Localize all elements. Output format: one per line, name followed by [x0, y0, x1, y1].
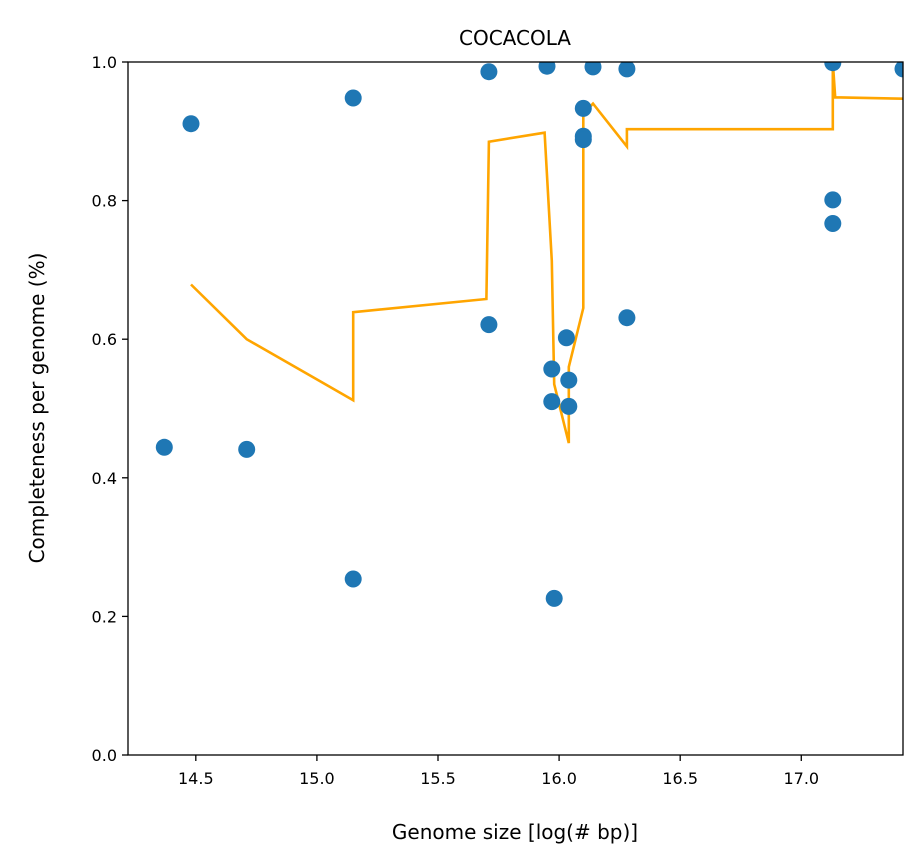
- y-tick-label: 0.2: [92, 607, 117, 626]
- scatter-point: [574, 99, 592, 117]
- scatter-point: [344, 89, 362, 107]
- trend-line: [190, 62, 903, 444]
- x-tick-label: 15.0: [299, 769, 335, 788]
- y-tick-label: 0.0: [92, 746, 117, 765]
- scatter-point: [824, 191, 842, 209]
- scatter-point: [894, 62, 903, 78]
- y-tick-label: 0.8: [92, 192, 117, 211]
- x-tick-label: 16.5: [662, 769, 698, 788]
- scatter-point: [543, 360, 561, 378]
- scatter-point: [557, 329, 575, 347]
- scatter-point: [155, 438, 173, 456]
- x-tick-label: 17.0: [783, 769, 819, 788]
- x-tick-label: 15.5: [420, 769, 456, 788]
- scatter-point: [480, 63, 498, 81]
- scatter-point: [824, 215, 842, 232]
- scatter-point: [538, 62, 556, 75]
- scatter-point: [560, 397, 578, 415]
- chart-title: COCACOLA: [459, 26, 571, 50]
- y-tick-label: 1.0: [92, 53, 117, 72]
- scatter-point: [574, 131, 592, 149]
- scatter-point: [618, 62, 636, 78]
- scatter-point: [344, 570, 362, 588]
- x-tick-label: 16.0: [541, 769, 577, 788]
- scatter-point: [824, 62, 842, 72]
- y-axis-ticks: 0.0 0.2 0.4 0.6 0.8 1.0: [92, 53, 128, 765]
- x-tick-label: 14.5: [178, 769, 214, 788]
- scatter-point: [238, 440, 256, 458]
- trend-line-layer: [190, 62, 903, 444]
- scatter-point: [560, 371, 578, 389]
- scatter-point: [182, 115, 200, 133]
- scatter-point: [480, 316, 498, 334]
- y-tick-label: 0.4: [92, 469, 117, 488]
- scatter-points-layer: [155, 62, 903, 607]
- scatter-point: [618, 309, 636, 327]
- scatter-point: [584, 62, 602, 76]
- plot-frame: [127, 61, 904, 756]
- scatter-point: [543, 393, 561, 411]
- x-axis-label: Genome size [log(# bp)]: [392, 820, 638, 844]
- scatter-point: [545, 589, 563, 607]
- x-axis-ticks: 14.5 15.0 15.5 16.0 16.5 17.0: [178, 755, 819, 788]
- y-tick-label: 0.6: [92, 330, 117, 349]
- y-axis-label: Completeness per genome (%): [25, 253, 49, 564]
